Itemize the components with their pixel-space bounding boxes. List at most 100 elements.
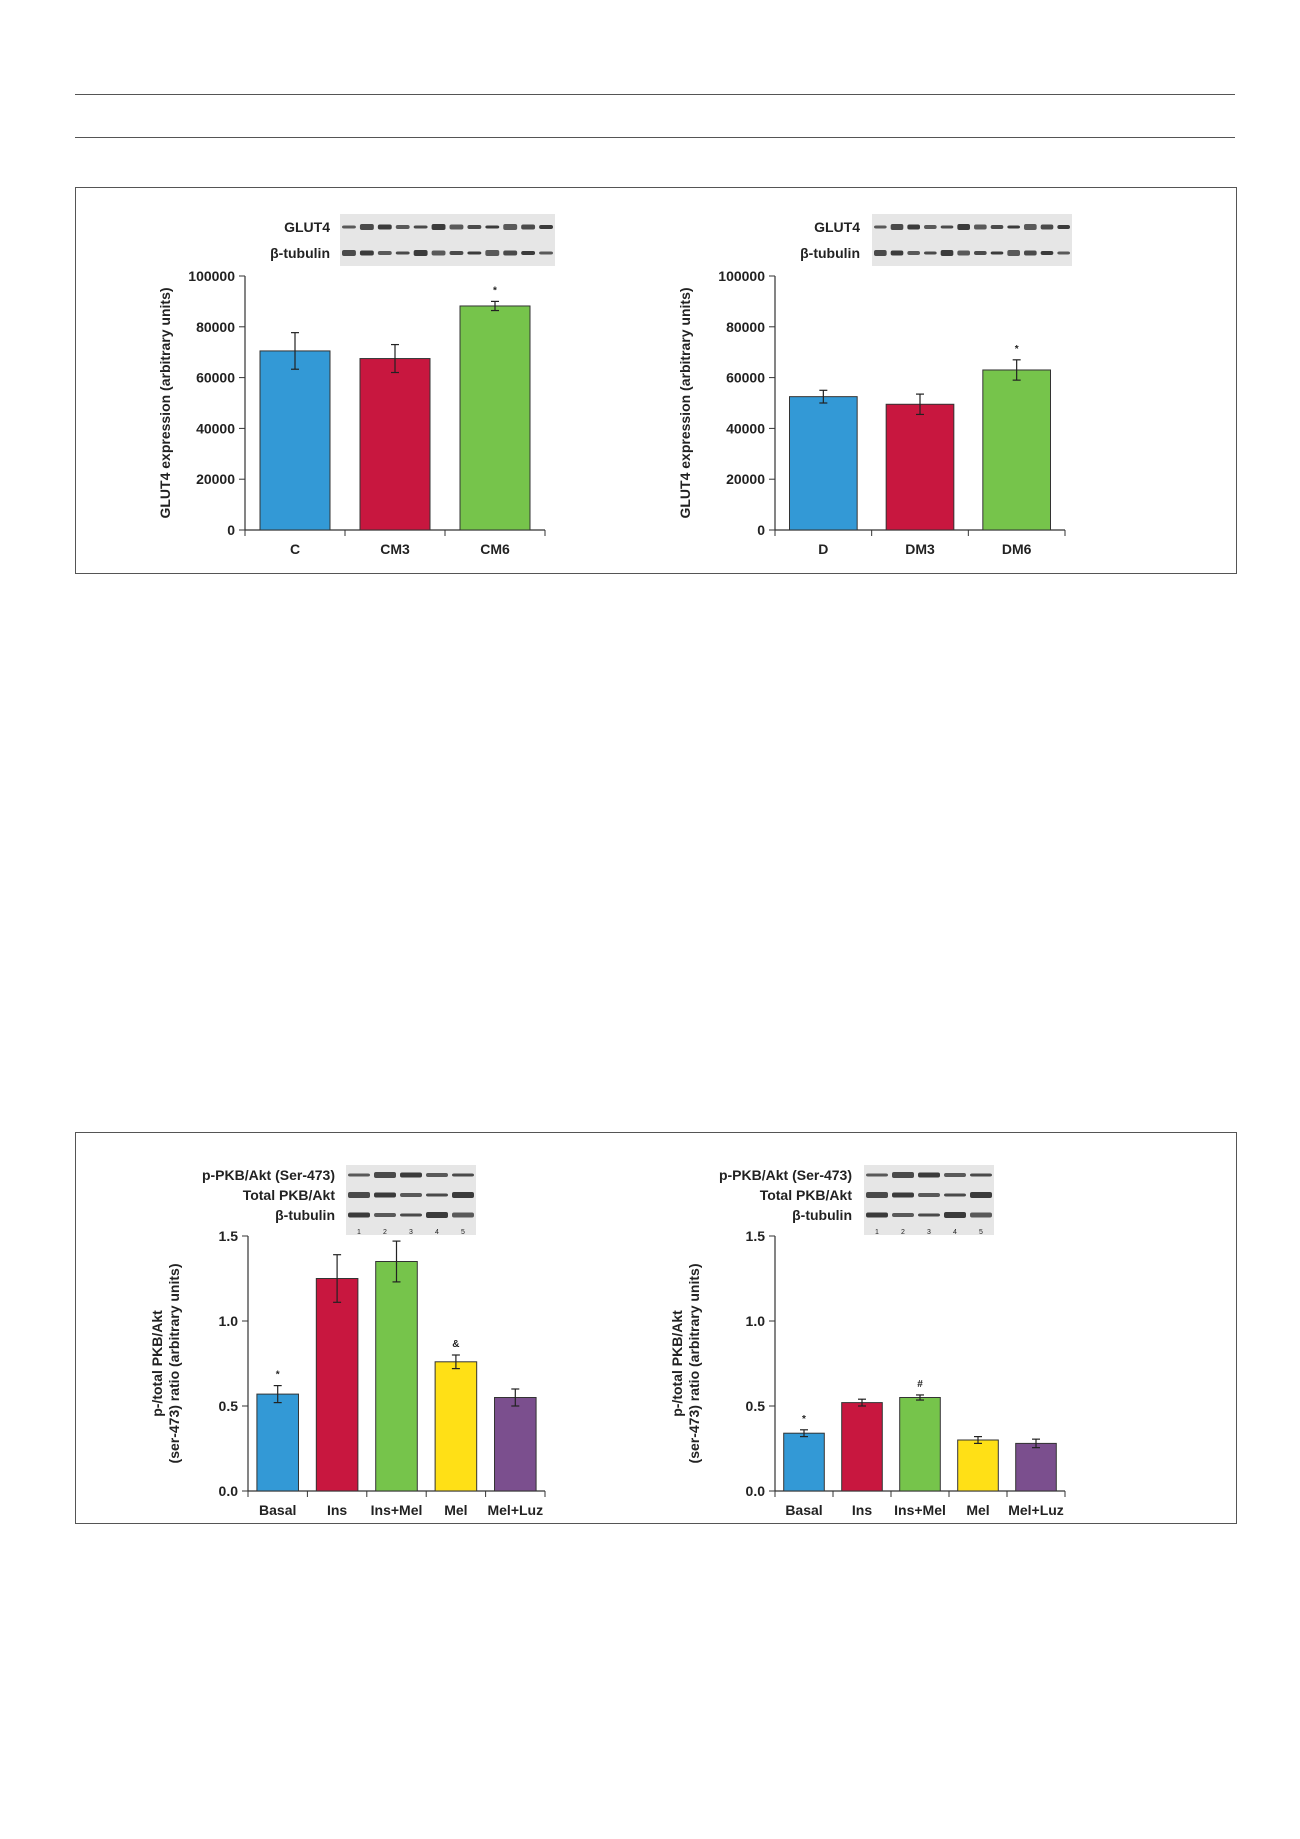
y-tick-label: 1.5 [746,1228,766,1244]
pkb-akt-chart-left: 0.0 0.5 1.0 1.5 p-/total PKB/Akt(ser-473) ra… [149,1165,546,1518]
blot-band [918,1172,940,1178]
x-tick-label: CM3 [380,541,410,557]
blot-band [503,250,518,256]
significance-mark: * [493,285,497,296]
x-tick-label: Mel+Luz [487,1502,543,1518]
blot-band [1024,224,1037,230]
blot-band [1024,250,1037,256]
x-tick-label: DM3 [905,541,935,557]
y-axis-label-line: p-/total PKB/Akt [669,1310,685,1417]
blot-band [866,1212,888,1218]
blot-image [340,214,555,266]
blot-band [866,1192,888,1198]
blot-band [1057,251,1070,255]
blot-band [400,1213,422,1217]
bar-Basal [256,1393,299,1492]
blot-lane-label: 5 [461,1229,465,1236]
blot-band [449,251,464,255]
blot-band [374,1192,396,1198]
y-tick-label: 100000 [718,268,765,284]
bar-CM6 [459,305,531,531]
blot-band [395,251,410,255]
y-tick-label: 1.0 [746,1313,766,1329]
blot-band [890,250,904,256]
blot-band [918,1193,940,1197]
x-tick-label: DM6 [1002,541,1032,557]
y-tick-label: 0 [757,522,765,538]
blot-row-label: Total PKB/Akt [243,1187,336,1203]
x-tick-label: Ins [327,1502,347,1518]
x-tick-label: C [290,541,300,557]
y-axis-label: p-/total PKB/Akt(ser-473) ratio (arbitra… [669,1264,702,1464]
blot-band [924,225,937,229]
y-tick-label: 40000 [726,420,765,436]
blot-band [892,1192,914,1198]
blot-band [400,1193,422,1197]
blot-row-label: Total PKB/Akt [760,1187,853,1203]
blot-band [413,225,428,229]
y-tick-label: 20000 [726,471,765,487]
blot-band [485,225,500,229]
glut4-chart-left: 0 20000 40000 60000 80000 100000 GLUT4 express… [157,214,555,557]
bar-Mel+Luz [1015,1442,1057,1492]
blot-band [348,1192,370,1198]
blot-band [974,224,987,230]
blot-band [359,250,374,256]
blot-band [467,225,482,229]
blot-lane-label: 1 [357,1229,361,1236]
blot-band [521,224,536,230]
blot-lane-label: 2 [901,1229,905,1236]
bar-DM3 [885,403,955,531]
blot-band [944,1212,966,1218]
y-tick-label: 0.5 [746,1398,766,1414]
blot-band [521,251,536,255]
y-tick-label: 20000 [196,471,235,487]
blot-band [377,224,392,230]
blot-band [957,224,970,230]
x-tick-label: D [818,541,828,557]
y-tick-label: 40000 [196,420,235,436]
blot-band [944,1193,966,1197]
blot-lane-label: 4 [435,1229,439,1236]
blot-band [1040,224,1054,230]
y-axis-label-line: p-/total PKB/Akt [149,1310,165,1417]
blot-row-label: β-tubulin [800,245,860,261]
blot-band [1057,225,1070,229]
bar-DM6 [982,369,1052,531]
y-tick-label: 0 [227,522,235,538]
blot-band [400,1172,422,1178]
blot-band [1007,225,1020,229]
blot-band [449,224,464,230]
x-tick-label: CM6 [480,541,510,557]
blot-band [924,251,937,255]
blot-band [990,225,1004,229]
y-tick-label: 0.5 [219,1398,239,1414]
blot-band [359,224,374,230]
blot-band [944,1173,966,1177]
blot-lane-label: 5 [979,1229,983,1236]
blot-row-label: β-tubulin [792,1207,852,1223]
blot-row-label: GLUT4 [814,219,860,235]
blot-band [413,250,428,256]
significance-mark: * [276,1370,280,1381]
x-tick-label: Basal [785,1502,822,1518]
blot-image [872,214,1072,266]
blot-row-label: β-tubulin [270,245,330,261]
blot-band [452,1212,474,1218]
blot-band [395,225,410,229]
blot-band [918,1213,940,1217]
blot-band [431,224,446,230]
y-tick-label: 0.0 [746,1483,766,1499]
blot-row-label: p-PKB/Akt (Ser-473) [719,1167,852,1183]
blot-band [970,1212,992,1218]
blot-row-label: β-tubulin [275,1207,335,1223]
blot-row-label: GLUT4 [284,219,330,235]
bar-Ins [315,1278,359,1492]
blot-band [890,224,904,230]
y-tick-label: 80000 [726,319,765,335]
y-axis-label-line: (ser-473) ratio (arbitrary units) [686,1264,702,1464]
y-tick-label: 60000 [726,370,765,386]
blot-band [970,1192,992,1198]
bar-Mel [957,1439,999,1492]
blot-band [940,225,954,229]
